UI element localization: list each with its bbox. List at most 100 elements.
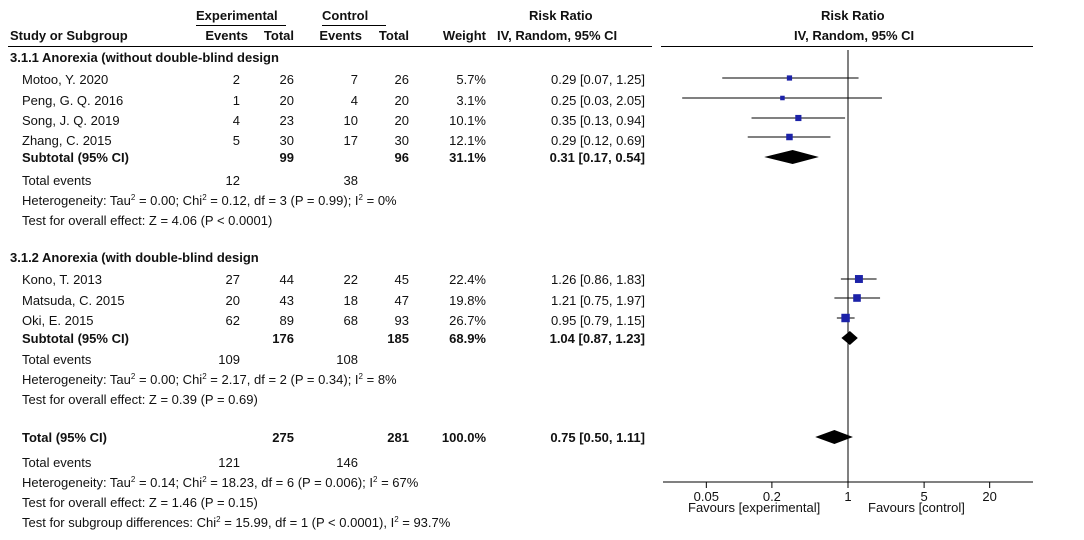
x-tick-label: 0.2	[763, 489, 781, 504]
heterogeneity: Heterogeneity: Tau2 = 0.00; Chi2 = 2.17,…	[22, 372, 397, 387]
header-experimental: Experimental	[196, 8, 278, 23]
ctl-total: 93	[394, 313, 409, 328]
total-events-exp: 109	[218, 352, 240, 367]
exp-events: 2	[232, 72, 240, 87]
ctl-total: 47	[394, 293, 409, 308]
study-name: Oki, E. 2015	[22, 313, 94, 328]
ci: 0.35 [0.13, 0.94]	[551, 113, 645, 128]
x-tick-label: 1	[844, 489, 851, 504]
ci: 0.25 [0.03, 2.05]	[551, 93, 645, 108]
x-tick-label: 0.05	[694, 489, 719, 504]
total-events-ctl: 146	[336, 455, 358, 470]
ci: 0.75 [0.50, 1.11]	[550, 430, 645, 445]
ci: 1.04 [0.87, 1.23]	[549, 331, 645, 346]
total-events-ctl: 38	[343, 173, 358, 188]
summary-diamond	[815, 430, 853, 444]
ctl-total: 30	[394, 133, 409, 148]
ci: 1.26 [0.86, 1.83]	[551, 272, 645, 287]
summary-diamond	[764, 150, 819, 164]
subgroup-test: Test for subgroup differences: Chi2 = 15…	[22, 515, 451, 530]
ctl-total: 45	[394, 272, 409, 287]
header-rule-plot	[661, 46, 1033, 47]
header-ctl-events: Events	[319, 28, 362, 43]
ci: 0.29 [0.12, 0.69]	[551, 133, 645, 148]
ctl-total: 96	[394, 150, 409, 165]
favours-control-label: Favours [control]	[868, 500, 965, 515]
header-divider	[322, 25, 386, 26]
ci: 1.21 [0.75, 1.97]	[551, 293, 645, 308]
study-name: Song, J. Q. 2019	[22, 113, 120, 128]
exp-total: 20	[279, 93, 294, 108]
study-name: Kono, T. 2013	[22, 272, 102, 287]
total-events-exp: 121	[218, 455, 240, 470]
ctl-events: 68	[343, 313, 358, 328]
ctl-events: 7	[350, 72, 358, 87]
weight: 100.0%	[441, 430, 486, 445]
total-events-label: Total events	[22, 173, 92, 188]
header-exp-events: Events	[205, 28, 248, 43]
ctl-total: 26	[394, 72, 409, 87]
weight: 68.9%	[449, 331, 486, 346]
subtotal-label: Subtotal (95% CI)	[22, 331, 129, 346]
ctl-events: 17	[343, 133, 358, 148]
weight: 26.7%	[449, 313, 486, 328]
ctl-events: 10	[343, 113, 358, 128]
weight: 3.1%	[456, 93, 486, 108]
header-method: IV, Random, 95% CI	[497, 28, 618, 43]
exp-events: 27	[225, 272, 240, 287]
header-study: Study or Subgroup	[10, 28, 128, 43]
group-title: 3.1.2 Anorexia (with double-blind design	[10, 250, 259, 265]
study-point	[780, 95, 785, 101]
study-point	[795, 114, 802, 122]
ci: 0.31 [0.17, 0.54]	[549, 150, 645, 165]
total-events-ctl: 108	[336, 352, 358, 367]
heterogeneity: Heterogeneity: Tau2 = 0.14; Chi2 = 18.23…	[22, 475, 419, 490]
exp-events: 62	[225, 313, 240, 328]
overall-effect: Test for overall effect: Z = 4.06 (P < 0…	[22, 213, 273, 228]
exp-events: 4	[232, 113, 240, 128]
study-point	[854, 275, 863, 283]
ctl-total: 281	[387, 430, 409, 445]
x-tick-label: 5	[920, 489, 927, 504]
exp-total: 26	[279, 72, 294, 87]
study-name: Matsuda, C. 2015	[22, 293, 125, 308]
weight: 19.8%	[449, 293, 486, 308]
overall-effect: Test for overall effect: Z = 0.39 (P = 0…	[22, 392, 258, 407]
ci: 0.95 [0.79, 1.15]	[551, 313, 645, 328]
header-rule	[8, 46, 652, 47]
header-risk-ratio: Risk Ratio	[529, 8, 593, 23]
ctl-total: 20	[394, 93, 409, 108]
favours-experimental-label: Favours [experimental]	[688, 500, 821, 515]
x-tick-label: 20	[982, 489, 996, 504]
weight: 5.7%	[456, 72, 486, 87]
ctl-events: 22	[343, 272, 358, 287]
exp-total: 30	[279, 133, 294, 148]
ci: 0.29 [0.07, 1.25]	[551, 72, 645, 87]
exp-events: 20	[225, 293, 240, 308]
header-weight: Weight	[442, 28, 486, 43]
exp-total: 44	[279, 272, 294, 287]
ctl-total: 20	[394, 113, 409, 128]
weight: 22.4%	[449, 272, 486, 287]
ctl-total: 185	[387, 331, 409, 346]
exp-total: 43	[279, 293, 294, 308]
study-name: Motoo, Y. 2020	[22, 72, 109, 87]
overall-effect: Test for overall effect: Z = 1.46 (P = 0…	[22, 495, 258, 510]
study-name: Zhang, C. 2015	[22, 133, 112, 148]
total-label: Total (95% CI)	[22, 430, 107, 445]
group-title: 3.1.1 Anorexia (without double-blind des…	[10, 50, 279, 65]
weight: 31.1%	[449, 150, 486, 165]
heterogeneity: Heterogeneity: Tau2 = 0.00; Chi2 = 0.12,…	[22, 193, 397, 208]
subtotal-label: Subtotal (95% CI)	[22, 150, 129, 165]
summary-diamond	[841, 331, 858, 345]
total-events-label: Total events	[22, 352, 92, 367]
exp-events: 5	[232, 133, 240, 148]
header-divider	[196, 25, 286, 26]
header-risk-ratio-plot: Risk Ratio	[821, 8, 885, 23]
header-exp-total: Total	[263, 28, 294, 43]
exp-total: 176	[272, 331, 294, 346]
ctl-events: 4	[350, 93, 358, 108]
exp-total: 89	[279, 313, 294, 328]
exp-total: 23	[279, 113, 294, 128]
